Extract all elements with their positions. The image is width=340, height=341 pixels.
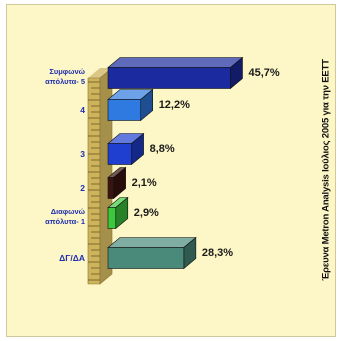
category-label-4: 2 [80, 183, 85, 193]
value-label-5: 2,9% [134, 207, 159, 219]
category-label-3: 3 [80, 149, 85, 159]
bar-front-face [107, 177, 114, 199]
category-label-6: ΔΓ/ΔΑ [59, 253, 85, 263]
source-note: Έρευνα Metron Analysis Ιούλιος 2005 για … [320, 59, 332, 281]
bar-front-face [107, 99, 141, 121]
category-label-5: Διαφωνώ απόλυτα- 1 [45, 207, 86, 226]
ruler-top [88, 68, 112, 78]
category-label-2: 4 [80, 105, 85, 115]
bar-top-face [107, 237, 197, 248]
bar-front-face [107, 143, 132, 165]
value-label-4: 2,1% [132, 177, 157, 189]
value-label-3: 8,8% [150, 143, 175, 155]
category-label-line: απόλυτα- 1 [45, 217, 85, 226]
bar-4 [107, 166, 127, 200]
value-label-2: 12,2% [159, 99, 190, 111]
bar-front-face [107, 247, 185, 269]
bar-1 [107, 56, 244, 90]
category-label-line: ΔΓ/ΔΑ [59, 253, 85, 263]
category-label-line: απόλυτα- 5 [45, 77, 85, 86]
ruler-front [87, 77, 101, 285]
category-label-line: 2 [80, 183, 85, 193]
bar-5 [107, 196, 129, 230]
category-label-1: Συμφωνώ απόλυτα- 5 [45, 67, 86, 86]
bar-3 [107, 132, 145, 166]
value-label-6: 28,3% [202, 247, 233, 259]
value-label-1: 45,7% [248, 67, 279, 79]
bar-6 [107, 236, 197, 270]
category-label-line: 3 [80, 149, 85, 159]
bar-top-face [107, 57, 244, 68]
bar-2 [107, 88, 154, 122]
category-label-line: 4 [80, 105, 85, 115]
category-label-line: Συμφωνώ [49, 67, 85, 76]
bar-front-face [107, 67, 231, 89]
bar-front-face [107, 207, 117, 229]
category-label-line: Διαφωνώ [51, 207, 86, 216]
